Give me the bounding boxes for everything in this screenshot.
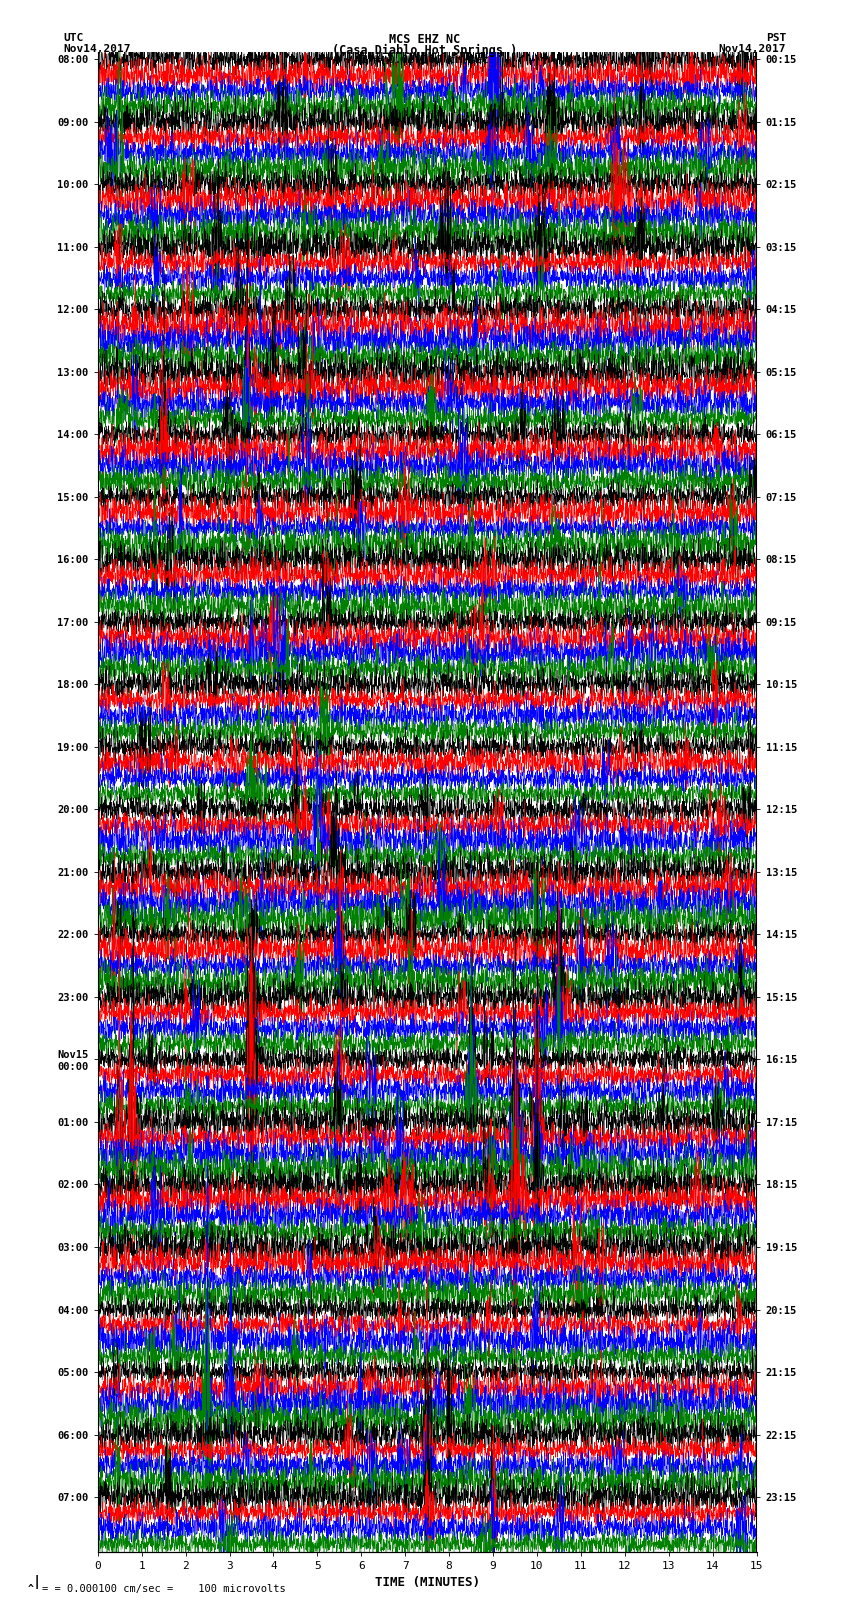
Text: |: |: [32, 1574, 41, 1589]
Text: (Casa Diablo Hot Springs ): (Casa Diablo Hot Springs ): [332, 44, 518, 58]
Text: MCS EHZ NC: MCS EHZ NC: [389, 32, 461, 47]
Text: = = 0.000100 cm/sec =    100 microvolts: = = 0.000100 cm/sec = 100 microvolts: [42, 1584, 286, 1594]
Text: I = 0.000100 cm/sec: I = 0.000100 cm/sec: [361, 55, 489, 65]
Text: Nov14,2017: Nov14,2017: [64, 44, 131, 55]
Text: UTC: UTC: [64, 32, 84, 44]
X-axis label: TIME (MINUTES): TIME (MINUTES): [375, 1576, 479, 1589]
Text: Nov14,2017: Nov14,2017: [719, 44, 786, 55]
Text: PST: PST: [766, 32, 786, 44]
Text: ^: ^: [28, 1584, 34, 1594]
